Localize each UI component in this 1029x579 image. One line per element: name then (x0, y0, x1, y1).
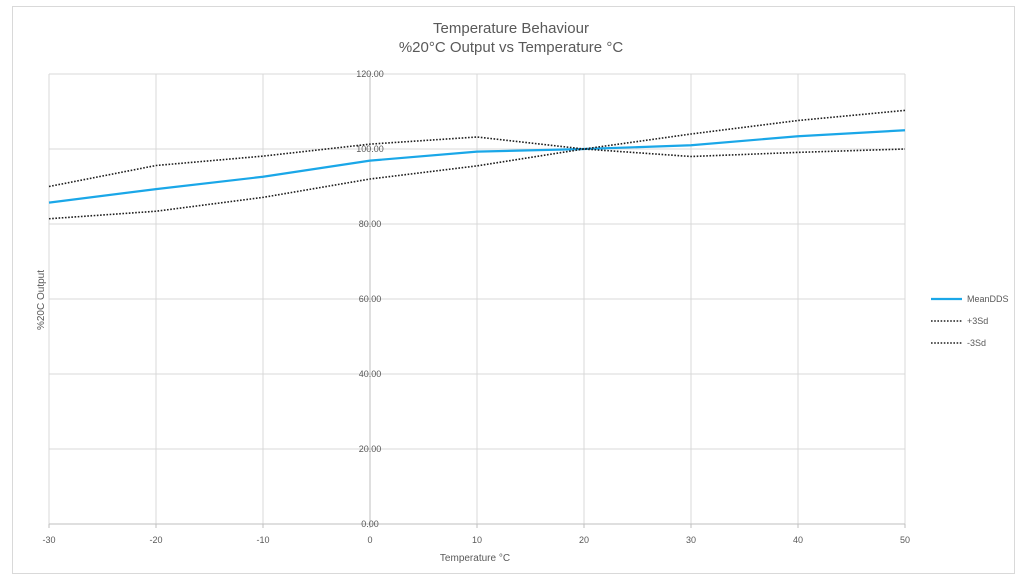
y-tick-label: 60.00 (359, 294, 382, 304)
legend-label: -3Sd (967, 338, 986, 348)
legend-label: +3Sd (967, 316, 988, 326)
chart-subtitle: %20°C Output vs Temperature °C (399, 39, 623, 56)
y-tick-label: 0.00 (361, 519, 379, 529)
x-tick-label: 50 (900, 535, 910, 545)
legend-label: MeanDDS (967, 294, 1009, 304)
x-tick-label: 10 (472, 535, 482, 545)
x-tick-label: -30 (42, 535, 55, 545)
y-tick-label: 20.00 (359, 444, 382, 454)
x-tick-label: 30 (686, 535, 696, 545)
x-tick-label: 40 (793, 535, 803, 545)
chart-title: Temperature Behaviour (433, 20, 589, 37)
x-tick-label: -20 (149, 535, 162, 545)
x-axis-label: Temperature °C (440, 553, 510, 564)
grid-lines (49, 74, 905, 524)
tick-labels: 0.00 20.00 40.00 60.00 80.00 100.00 120.00 -30 -… (42, 69, 910, 545)
legend: MeanDDS +3Sd -3Sd (931, 294, 1009, 348)
y-tick-label: 120.00 (356, 69, 384, 79)
x-tick-label: -10 (256, 535, 269, 545)
y-tick-label: 80.00 (359, 219, 382, 229)
x-tick-label: 0 (367, 535, 372, 545)
y-tick-label: 40.00 (359, 369, 382, 379)
y-tick-label: 100.00 (356, 144, 384, 154)
y-axis-label: %20C Output (36, 270, 47, 330)
x-tick-label: 20 (579, 535, 589, 545)
